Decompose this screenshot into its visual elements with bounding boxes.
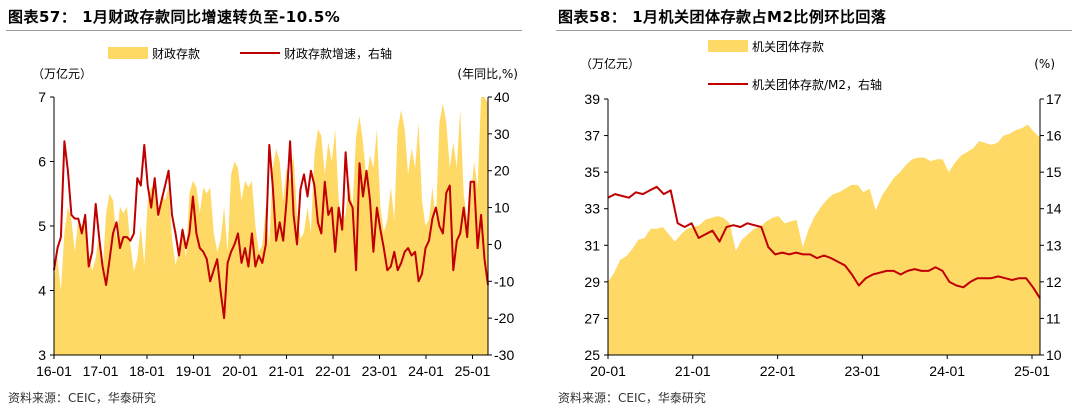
x-tick-label: 20-01 [222,363,258,379]
y-right-tick-label: -20 [494,310,514,326]
x-tick-label: 21-01 [675,363,711,379]
chart-panel-institution-deposits: 图表58： 1月机关团体存款占M2比例环比回落 25 27 29 31 33 35 37 39… [550,0,1080,413]
y-right-tick-label: 40 [494,89,510,105]
y-left-tick-label: 39 [584,91,600,107]
y-left-tick-label: 6 [38,154,46,170]
y-right-tick-label: 30 [494,126,510,142]
y-left-tick-label: 25 [584,347,600,363]
legend-label-line: 财政存款增速，右轴 [284,46,392,61]
left-axis-unit: （万亿元） [580,56,640,71]
y-left-tick-label: 29 [584,274,600,290]
y-right-tick-label: 0 [494,236,502,252]
x-tick-label: 21-01 [269,363,305,379]
chart-svg: 25 27 29 31 33 35 37 39 10 11 12 13 14 15 16 17 20-01 21-… [580,40,1062,379]
area-series-0 [54,97,488,355]
chart-title: 图表58： 1月机关团体存款占M2比例环比回落 [558,8,887,26]
y-right-tick-label: 10 [494,200,510,216]
line-series-0 [53,140,489,320]
y-right-tick-label: -30 [494,347,514,363]
legend-label-area: 机关团体存款 [752,40,824,54]
x-tick-label: 19-01 [176,363,212,379]
left-axis-unit: （万亿元） [32,66,92,81]
y-right-tick-label: 10 [1046,347,1062,363]
y-right-tick-label: 17 [1046,91,1062,107]
y-right-tick-label: 20 [494,163,510,179]
x-tick-label: 18-01 [129,363,165,379]
legend-label-area: 财政存款 [152,47,200,61]
x-tick-label: 24-01 [408,363,444,379]
x-tick-label: 25-01 [1014,363,1050,379]
y-right-tick-label: 14 [1046,201,1062,217]
legend-swatch-area [708,40,748,52]
x-tick-label: 25-01 [455,363,491,379]
y-left-tick-label: 27 [584,310,600,326]
right-axis-unit: (%) [1034,57,1055,71]
y-left-tick-label: 37 [584,128,600,144]
y-right-tick-label: 11 [1046,310,1061,326]
right-axis-unit: (年同比,%) [457,67,518,81]
chart-title: 图表57： 1月财政存款同比增速转负至-10.5% [8,8,341,26]
x-tick-label: 23-01 [844,363,880,379]
y-left-tick-label: 33 [584,201,600,217]
line-series-1 [607,185,1041,299]
y-right-tick-label: 12 [1046,274,1062,290]
y-left-tick-label: 7 [38,89,46,105]
y-left-tick-label: 31 [584,237,600,253]
legend-swatch-area [108,47,148,59]
chart-svg: 3 4 5 6 7 -30 -20 -10 0 10 20 30 40 16-01 17-01 18-01 19… [32,46,518,379]
chart-source: 资料来源：CEIC，华泰研究 [558,391,706,405]
y-right-tick-label: 16 [1046,128,1062,144]
y-right-tick-label: 15 [1046,164,1062,180]
y-left-tick-label: 35 [584,164,600,180]
x-tick-label: 17-01 [83,363,119,379]
chart-panel-fiscal-deposits: 图表57： 1月财政存款同比增速转负至-10.5% 3 4 5 6 7 -30 -20 -10… [0,0,530,413]
x-tick-label: 20-01 [590,363,626,379]
legend-label-line: 机关团体存款/M2，右轴 [752,77,882,92]
x-tick-label: 22-01 [760,363,796,379]
area-series-1 [608,124,1040,355]
chart-source: 资料来源：CEIC，华泰研究 [8,391,156,405]
x-tick-label: 24-01 [929,363,965,379]
x-tick-label: 16-01 [36,363,72,379]
y-left-tick-label: 4 [38,283,46,299]
title-divider [6,30,522,31]
y-left-tick-label: 3 [38,347,46,363]
y-right-tick-label: 13 [1046,237,1062,253]
x-tick-label: 22-01 [315,363,351,379]
x-tick-label: 23-01 [362,363,398,379]
title-divider [556,30,1072,31]
y-right-tick-label: -10 [494,273,514,289]
y-left-tick-label: 5 [38,218,46,234]
